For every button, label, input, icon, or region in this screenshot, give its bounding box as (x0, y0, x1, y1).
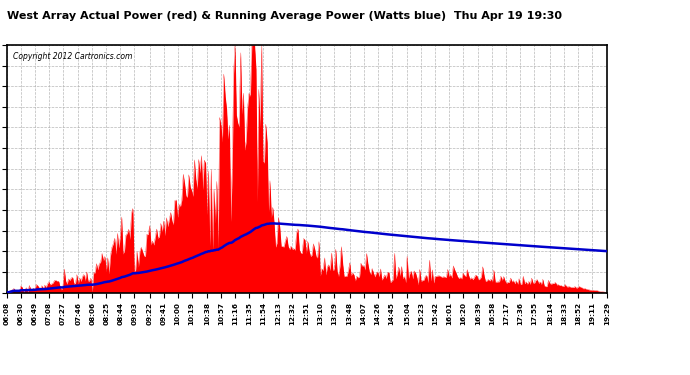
Text: Copyright 2012 Cartronics.com: Copyright 2012 Cartronics.com (13, 53, 132, 62)
Text: West Array Actual Power (red) & Running Average Power (Watts blue)  Thu Apr 19 1: West Array Actual Power (red) & Running … (7, 11, 562, 21)
